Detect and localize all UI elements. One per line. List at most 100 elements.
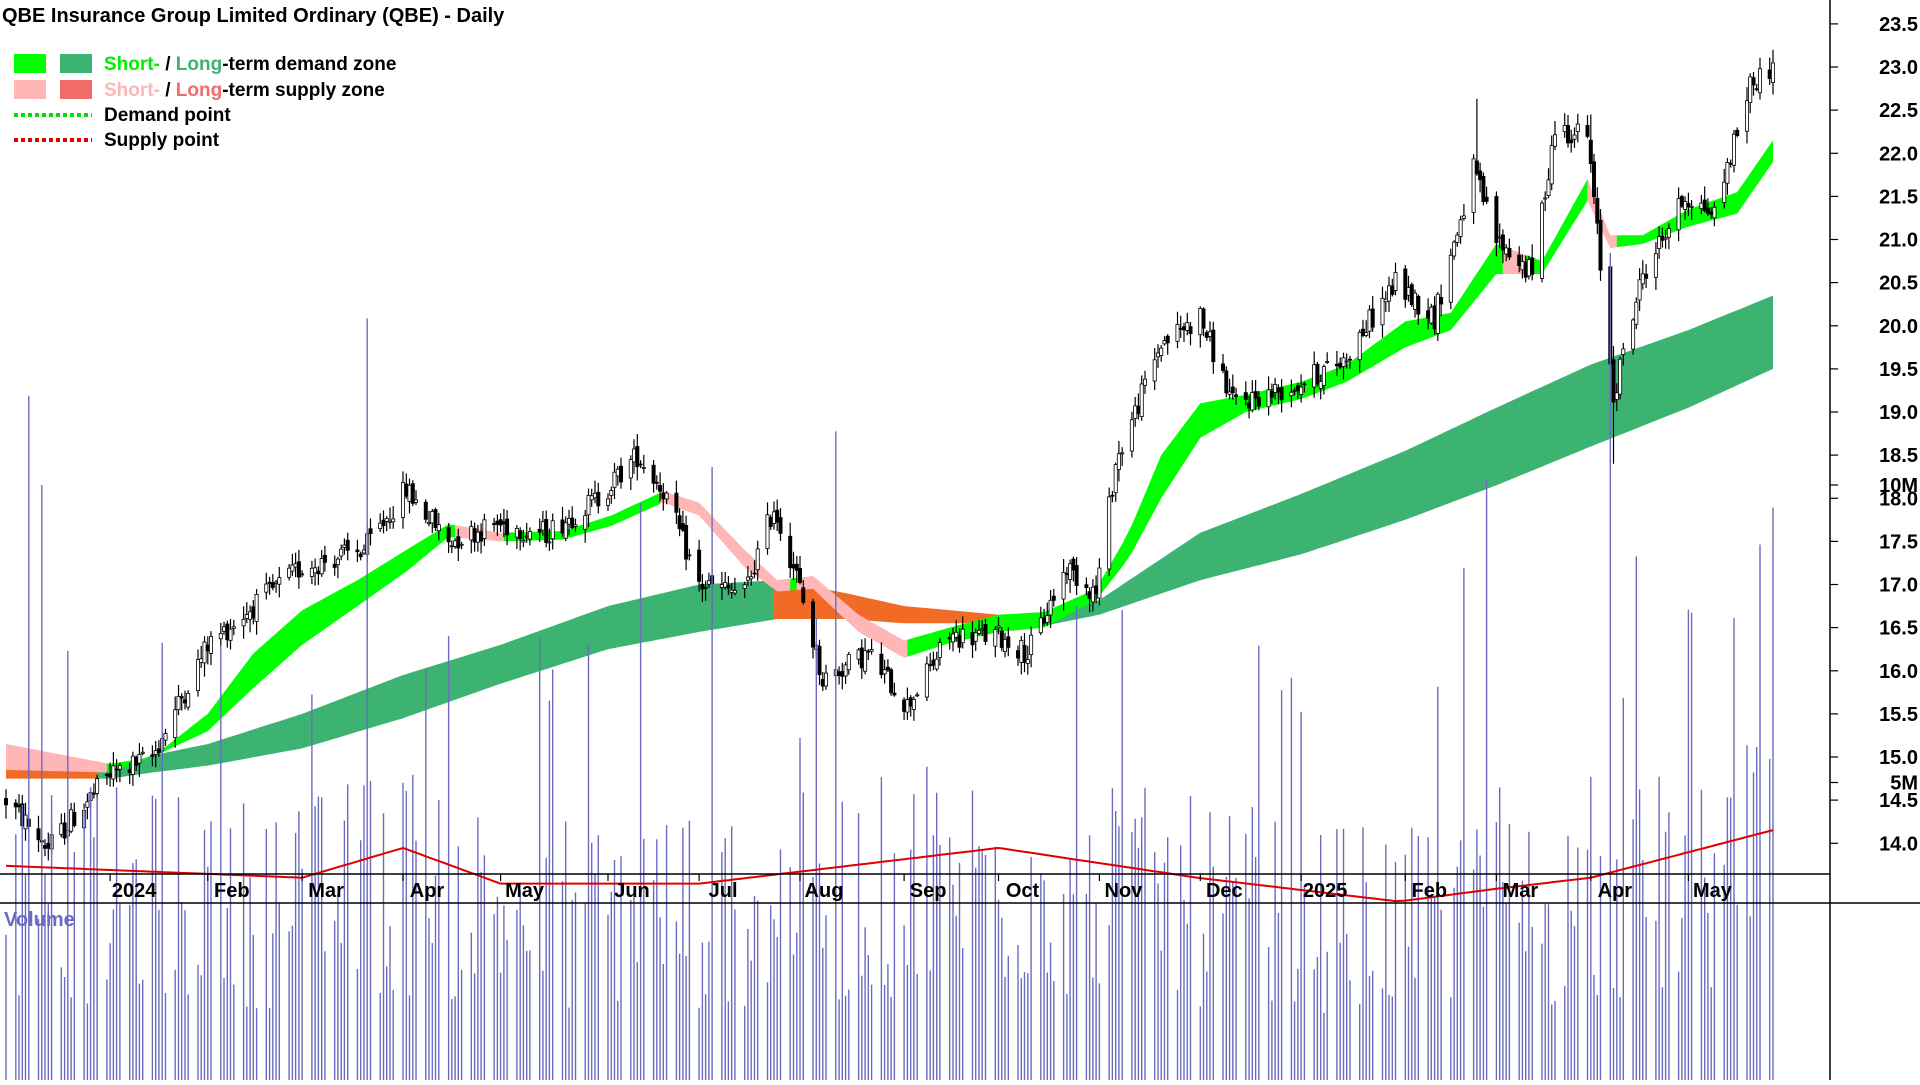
x-tick-label: Jun — [614, 880, 650, 902]
candle-body — [638, 463, 643, 466]
candle-body — [339, 548, 344, 557]
candle-body — [208, 636, 213, 654]
volume-y-tick-label: 10M — [1879, 475, 1918, 497]
legend-label-part: Demand point — [104, 105, 231, 126]
candle-body — [1481, 175, 1486, 203]
candle-body — [433, 509, 438, 529]
candle-body — [1569, 139, 1574, 144]
candle-body — [609, 490, 614, 496]
candle-body — [840, 671, 845, 677]
candle-body — [1211, 329, 1216, 363]
candle-body — [1634, 301, 1639, 325]
candle-body — [1051, 595, 1056, 601]
candle-body — [1686, 202, 1691, 208]
candle-body — [400, 482, 405, 519]
candle-body — [407, 484, 412, 502]
candle-body — [869, 649, 874, 652]
long-term-zone-demand-3 — [1031, 295, 1773, 626]
candle-body — [1507, 247, 1512, 258]
candle-body — [342, 544, 347, 548]
candle-body — [1660, 235, 1665, 241]
candle-body — [983, 624, 988, 642]
candle-body — [1500, 234, 1505, 251]
volume-moving-average-line — [5, 829, 1774, 903]
candle-body — [387, 520, 392, 523]
candle-body — [46, 843, 51, 849]
candle-body — [361, 549, 366, 554]
candle-body — [514, 528, 519, 538]
candle-body — [254, 594, 259, 622]
legend-swatch-long — [60, 80, 92, 99]
y-tick-label: 22.0 — [1879, 143, 1918, 165]
y-tick-label: 17.0 — [1879, 575, 1918, 597]
zone-bands — [6, 140, 1773, 779]
candle-body — [586, 494, 591, 516]
candle-body — [1029, 634, 1034, 656]
candle-body — [267, 581, 272, 584]
candle-body — [957, 635, 962, 648]
y-tick-label: 19.0 — [1879, 402, 1918, 424]
candle-body — [316, 570, 321, 575]
candle-body — [244, 614, 249, 619]
candle-body — [43, 845, 48, 849]
candle-body — [1504, 247, 1509, 255]
candle-body — [635, 446, 640, 468]
candle-body — [1064, 572, 1069, 576]
candle-body — [1325, 361, 1330, 363]
candle-body — [768, 517, 773, 527]
legend-swatch-long — [60, 54, 92, 73]
candle-body — [593, 492, 598, 499]
candle-body — [1484, 196, 1489, 202]
candle-body — [404, 483, 409, 497]
candle-body — [1178, 327, 1183, 330]
candle-body — [1312, 364, 1317, 388]
candle-body — [1221, 363, 1226, 371]
candle-body — [1003, 639, 1008, 652]
candle-body — [1553, 134, 1558, 147]
candle-body — [59, 823, 64, 835]
candle-body — [1517, 254, 1522, 267]
candles — [4, 49, 1776, 861]
volume-y-tick-label: 5M — [1890, 773, 1918, 795]
candle-body — [680, 523, 685, 531]
candle-body — [296, 561, 301, 578]
candle-body — [300, 573, 305, 576]
candle-body — [1562, 125, 1567, 133]
candle-body — [270, 582, 275, 588]
volume-bars — [5, 252, 1774, 1080]
chart-title: QBE Insurance Group Limited Ordinary (QB… — [2, 5, 505, 27]
candle-body — [274, 581, 279, 584]
candle-body — [1523, 262, 1528, 278]
y-tick-label: 14.0 — [1879, 833, 1918, 855]
legend-label-part: Supply point — [104, 130, 220, 151]
candle-body — [697, 549, 702, 582]
candle-body — [1139, 383, 1144, 417]
candle-body — [560, 519, 565, 534]
candle-body — [908, 697, 913, 707]
candle-body — [1165, 335, 1170, 344]
candle-body — [924, 663, 929, 698]
candle-body — [837, 671, 842, 677]
candle-body — [1292, 389, 1297, 392]
candle-body — [846, 654, 851, 671]
candle-body — [413, 499, 418, 503]
candle-body — [1666, 228, 1671, 238]
candle-body — [475, 531, 480, 543]
candle-body — [999, 630, 1004, 648]
short-term-zone-demand-5 — [790, 577, 797, 591]
candle-body — [1341, 357, 1346, 367]
candle-body — [264, 583, 269, 593]
candle-body — [892, 692, 897, 696]
candle-body — [381, 519, 386, 527]
candle-body — [498, 519, 503, 526]
candle-body — [1256, 396, 1261, 407]
candle-body — [1640, 273, 1645, 285]
candle-body — [472, 528, 477, 543]
candle-body — [1048, 599, 1053, 616]
candle-body — [1120, 452, 1125, 455]
candle-body — [459, 543, 464, 546]
candle-body — [1273, 384, 1278, 393]
